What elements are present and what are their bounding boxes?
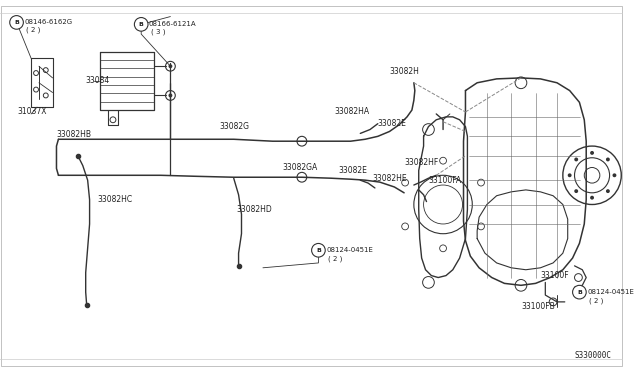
Text: 33082HA: 33082HA [334, 108, 369, 116]
Circle shape [168, 64, 172, 68]
Circle shape [568, 173, 572, 177]
Text: B: B [316, 248, 321, 253]
Circle shape [574, 157, 578, 161]
Text: 33082HE: 33082HE [372, 174, 406, 183]
Text: 33082G: 33082G [219, 122, 249, 131]
Circle shape [10, 16, 24, 29]
Circle shape [573, 285, 586, 299]
Text: B: B [139, 22, 143, 27]
Text: ( 2 ): ( 2 ) [589, 298, 604, 304]
Text: 33082HD: 33082HD [237, 205, 273, 214]
Circle shape [134, 17, 148, 31]
Text: 33082HB: 33082HB [56, 130, 92, 139]
Circle shape [297, 172, 307, 182]
Text: 33084: 33084 [86, 76, 110, 85]
Circle shape [297, 136, 307, 146]
Text: S330000C: S330000C [575, 351, 612, 360]
Text: 33100FB: 33100FB [521, 302, 555, 311]
Circle shape [612, 173, 616, 177]
Text: 08124-0451E: 08124-0451E [326, 247, 373, 253]
Text: ( 2 ): ( 2 ) [328, 256, 342, 262]
Circle shape [590, 196, 594, 200]
Text: 08146-6162G: 08146-6162G [24, 19, 72, 25]
Text: ( 2 ): ( 2 ) [26, 27, 41, 33]
Text: 08124-0451E: 08124-0451E [587, 289, 634, 295]
Text: B: B [14, 20, 19, 25]
Text: 33082E: 33082E [339, 166, 368, 175]
Text: 33082GA: 33082GA [282, 163, 317, 172]
Text: 33082HF: 33082HF [404, 158, 438, 167]
Text: 33082H: 33082H [390, 67, 419, 76]
Text: B: B [577, 290, 582, 295]
Circle shape [606, 189, 610, 193]
Circle shape [312, 243, 325, 257]
Text: 08166-6121A: 08166-6121A [149, 21, 196, 28]
Circle shape [590, 151, 594, 155]
Circle shape [606, 157, 610, 161]
Text: 31037X: 31037X [17, 108, 47, 116]
Text: ( 3 ): ( 3 ) [151, 29, 165, 35]
Text: 33100F: 33100F [540, 271, 569, 280]
Text: 33082E: 33082E [378, 119, 406, 128]
Circle shape [574, 189, 578, 193]
Circle shape [168, 93, 172, 97]
Text: 33100FA: 33100FA [428, 176, 461, 185]
Text: 33082HC: 33082HC [97, 195, 132, 204]
